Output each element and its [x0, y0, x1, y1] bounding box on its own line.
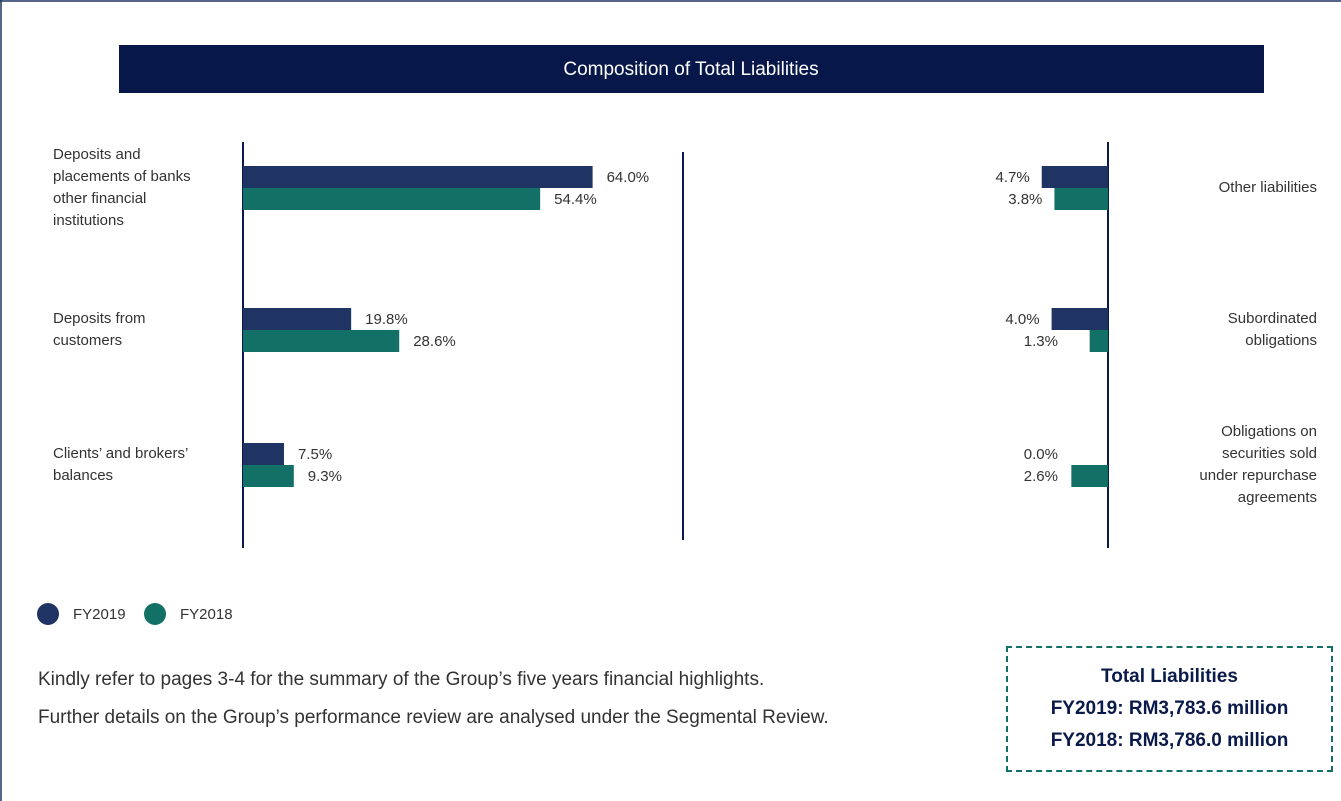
bar: [243, 188, 541, 210]
category-label: Clients’ and brokers’ balances: [53, 445, 188, 484]
value-label: 9.3%: [308, 468, 342, 485]
category-label: Deposits and placements of banks other f…: [53, 146, 191, 229]
chart-title: Composition of Total Liabilities: [563, 59, 818, 80]
legend-label: FY2018: [180, 606, 233, 623]
category-label-right: Other liabilities: [1218, 179, 1317, 196]
value-label: 28.6%: [413, 333, 456, 350]
bar: [1071, 465, 1108, 487]
bar: [243, 330, 400, 352]
note: Further details on the Group’s performan…: [38, 707, 829, 728]
bar: [243, 443, 284, 465]
value-label: 54.4%: [554, 191, 597, 208]
value-label: 0.0%: [1024, 446, 1058, 463]
value-label: 1.3%: [1024, 333, 1058, 350]
value-label: 64.0%: [607, 169, 650, 186]
bar: [1041, 166, 1108, 188]
value-label: 4.7%: [996, 169, 1030, 186]
bar: [1054, 188, 1108, 210]
summary-box: Total Liabilities FY2019: RM3,783.6 mill…: [1006, 646, 1333, 772]
category-label-right: Subordinated obligations: [1227, 310, 1317, 349]
value-label: 4.0%: [1005, 311, 1039, 328]
legend-swatch: [37, 603, 59, 625]
bar: [1089, 330, 1108, 352]
summary-title: Total Liabilities: [1101, 666, 1238, 687]
summary-line: FY2019: RM3,783.6 million: [1050, 698, 1289, 719]
value-label: 19.8%: [365, 311, 408, 328]
bar: [243, 308, 352, 330]
value-label: 7.5%: [298, 446, 332, 463]
value-label: 2.6%: [1024, 468, 1058, 485]
legend-swatch: [144, 603, 166, 625]
note: Kindly refer to pages 3-4 for the summar…: [38, 669, 765, 690]
summary-line: FY2018: RM3,786.0 million: [1050, 730, 1289, 751]
category-label-right: Obligations on securities sold under rep…: [1199, 423, 1317, 506]
bar: [243, 166, 593, 188]
bar: [1051, 308, 1108, 330]
value-label: 3.8%: [1008, 191, 1042, 208]
category-label: Deposits from customers: [53, 310, 146, 349]
legend-label: FY2019: [73, 606, 126, 623]
title-bar: [119, 45, 1264, 93]
bar: [243, 465, 294, 487]
